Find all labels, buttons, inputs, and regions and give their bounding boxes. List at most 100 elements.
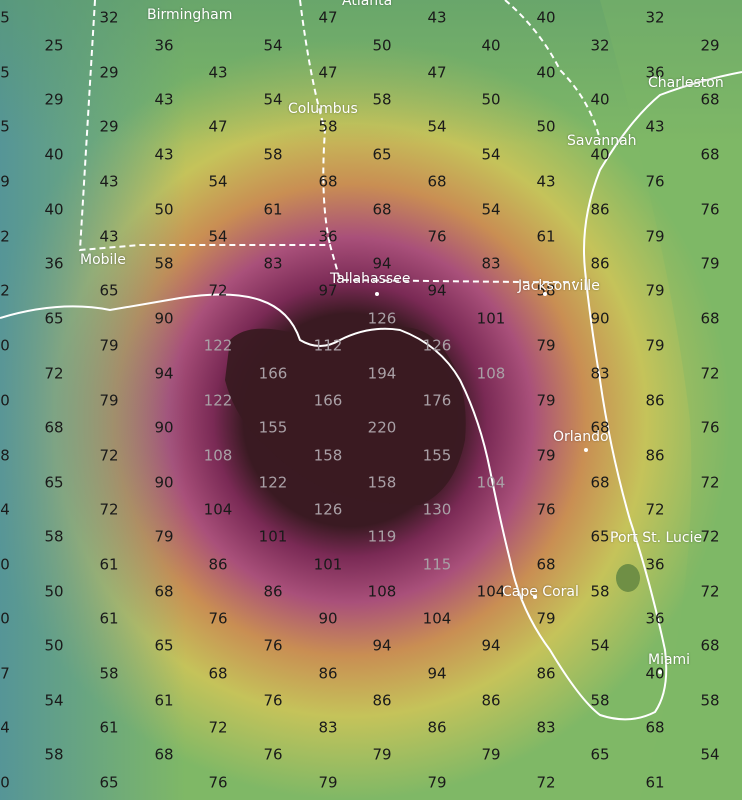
wind-value: 76 — [208, 609, 228, 628]
wind-value: 86 — [645, 446, 665, 465]
city-label-cape-coral[interactable]: Cape Coral — [502, 584, 579, 600]
wind-value: 76 — [700, 200, 720, 219]
city-marker-tallahassee — [375, 292, 379, 296]
wind-value: 32 — [99, 8, 119, 27]
wind-value: 72 — [700, 582, 720, 601]
wind-value: 79 — [372, 745, 392, 764]
wind-value: 65 — [44, 309, 64, 328]
wind-value: 86 — [645, 391, 665, 410]
wind-value: 47 — [427, 63, 447, 82]
wind-value: 86 — [590, 200, 610, 219]
wind-value: 54 — [263, 36, 283, 55]
wind-value: 29 — [44, 90, 64, 109]
wind-value: 79 — [154, 527, 174, 546]
wind-value: 68 — [536, 555, 556, 574]
wind-value: 94 — [427, 664, 447, 683]
wind-value: 72 — [99, 500, 119, 519]
wind-value: 58 — [154, 254, 174, 273]
wind-value: 2 — [0, 281, 10, 300]
city-label-miami[interactable]: Miami — [648, 652, 691, 668]
wind-value: 79 — [536, 391, 556, 410]
wind-value: 25 — [44, 36, 64, 55]
wind-value: 40 — [44, 200, 64, 219]
wind-value: 86 — [263, 582, 283, 601]
wind-value: 90 — [318, 609, 338, 628]
wind-value: 76 — [427, 227, 447, 246]
wind-value: 79 — [536, 446, 556, 465]
wind-value: 9 — [0, 172, 10, 191]
wind-value: 104 — [203, 500, 233, 519]
wind-value: 68 — [44, 418, 64, 437]
wind-value: 8 — [0, 446, 10, 465]
coastline — [0, 71, 742, 721]
wind-value: 40 — [44, 145, 64, 164]
wind-value: 104 — [476, 582, 506, 601]
wind-value: 0 — [0, 555, 10, 574]
wind-value: 65 — [44, 473, 64, 492]
wind-value: 94 — [427, 281, 447, 300]
wind-value: 5 — [0, 117, 10, 136]
city-label-charleston[interactable]: Charleston — [648, 75, 724, 91]
wind-value: 0 — [0, 773, 10, 792]
wind-value: 65 — [590, 745, 610, 764]
city-label-columbus[interactable]: Columbus — [288, 101, 358, 117]
wind-value: 72 — [44, 364, 64, 383]
wind-value: 65 — [372, 145, 392, 164]
wind-value: 72 — [700, 473, 720, 492]
wind-value: 115 — [422, 555, 452, 574]
wind-value: 86 — [590, 254, 610, 273]
wind-value: 54 — [208, 172, 228, 191]
wind-value: 61 — [645, 773, 665, 792]
wind-value: 54 — [700, 745, 720, 764]
wind-value: 79 — [318, 773, 338, 792]
wind-value: 155 — [258, 418, 288, 437]
wind-value: 0 — [0, 336, 10, 355]
wind-value: 54 — [481, 145, 501, 164]
city-label-tallahassee[interactable]: Tallahassee — [330, 271, 411, 287]
wind-value: 79 — [427, 773, 447, 792]
wind-value: 68 — [700, 309, 720, 328]
wind-value: 104 — [422, 609, 452, 628]
wind-value: 68 — [700, 90, 720, 109]
wind-value: 47 — [208, 117, 228, 136]
wind-value: 166 — [258, 364, 288, 383]
wind-value: 90 — [154, 418, 174, 437]
wind-value: 155 — [422, 446, 452, 465]
wind-value: 0 — [0, 609, 10, 628]
wind-value: 58 — [44, 527, 64, 546]
city-label-jacksonville[interactable]: Jacksonville — [518, 278, 600, 294]
wind-value: 4 — [0, 718, 10, 737]
wind-value: 68 — [700, 145, 720, 164]
wind-value: 119 — [367, 527, 397, 546]
city-label-mobile[interactable]: Mobile — [80, 252, 126, 268]
wind-value: 158 — [313, 446, 343, 465]
city-label-birmingham[interactable]: Birmingham — [147, 7, 233, 23]
city-label-savannah[interactable]: Savannah — [567, 133, 637, 149]
wind-value: 86 — [427, 718, 447, 737]
wind-value: 76 — [700, 418, 720, 437]
storm-core — [225, 327, 466, 505]
city-marker-cape-coral — [533, 595, 537, 599]
wind-value: 83 — [481, 254, 501, 273]
wind-value: 43 — [208, 63, 228, 82]
city-label-atlanta[interactable]: Atlanta — [342, 0, 393, 9]
wind-value: 72 — [645, 500, 665, 519]
wind-value: 58 — [372, 90, 392, 109]
city-label-port-st-lucie[interactable]: Port St. Lucie — [610, 530, 703, 546]
wind-value: 83 — [590, 364, 610, 383]
wind-value: 50 — [44, 636, 64, 655]
wind-value: 54 — [263, 90, 283, 109]
wind-value: 65 — [99, 281, 119, 300]
city-label-orlando[interactable]: Orlando — [553, 429, 609, 445]
wind-value: 65 — [99, 773, 119, 792]
wind-value: 68 — [645, 718, 665, 737]
wind-value: 54 — [427, 117, 447, 136]
wind-value: 94 — [154, 364, 174, 383]
wind-value: 79 — [99, 391, 119, 410]
wind-value: 43 — [154, 145, 174, 164]
wind-value: 50 — [44, 582, 64, 601]
wind-value: 76 — [536, 500, 556, 519]
wind-value: 97 — [318, 281, 338, 300]
wind-value: 101 — [313, 555, 343, 574]
